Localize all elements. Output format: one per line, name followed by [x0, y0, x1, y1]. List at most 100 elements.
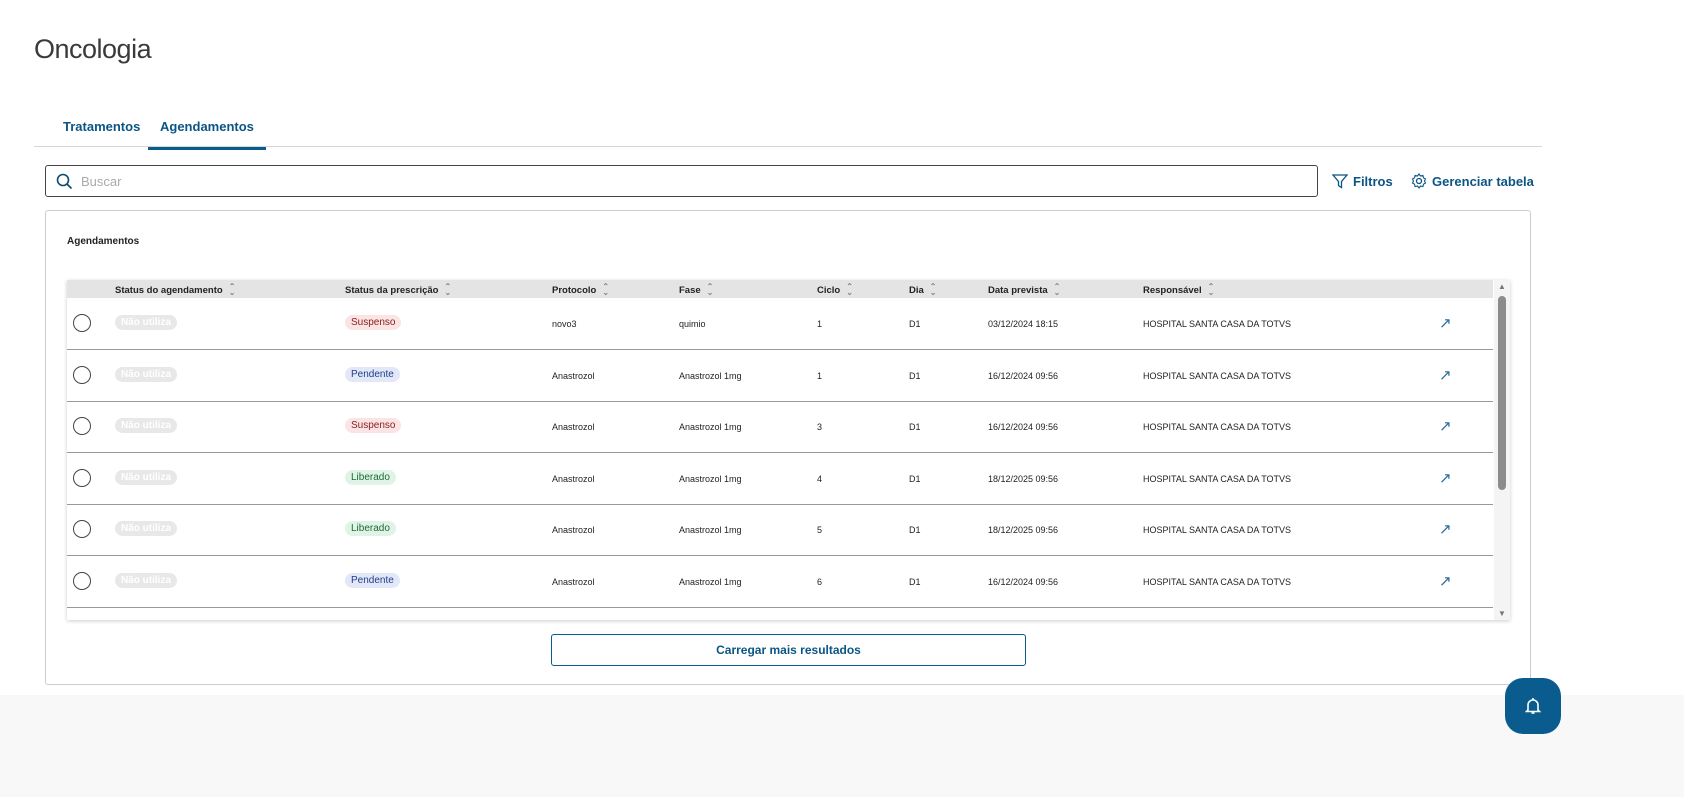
row-radio[interactable] [73, 417, 91, 435]
cell-fase: Anastrozol 1mg [679, 525, 742, 535]
cell-protocolo: Anastrozol [552, 576, 595, 587]
cell-dia: D1 [909, 525, 921, 535]
search-input[interactable] [81, 173, 1216, 189]
cell-responsavel: HOSPITAL SANTA CASA DA TOTVS [1143, 576, 1292, 587]
filters-button[interactable]: Filtros [1332, 173, 1393, 189]
cell-ciclo: 1 [817, 370, 823, 381]
appointment-status-badge: Não utiliza [115, 366, 178, 382]
cell-ciclo: 3 [817, 422, 823, 432]
table-header: Status do agendamento ⌃ ⌄ Status da prescri… [67, 280, 1493, 298]
cell-data: 16/12/2024 09:56 [988, 576, 1059, 587]
cell-responsavel: HOSPITAL SANTA CASA DA TOTVS [1143, 525, 1292, 535]
column-header[interactable]: Status da prescrição ⌃ ⌄ [345, 282, 452, 297]
column-header-label: Responsável [1143, 284, 1202, 296]
search-box [45, 165, 1318, 197]
cell-protocolo: Anastrozol [552, 370, 595, 381]
manage-table-label: Gerenciar tabela [1432, 173, 1534, 189]
cell-dia: D1 [909, 319, 921, 329]
cell-protocolo: Anastrozol [552, 422, 595, 432]
cell-data: 16/12/2024 09:56 [988, 370, 1059, 381]
prescription-status-badge: Suspenso [345, 418, 402, 433]
appointment-status-badge: Não utiliza [115, 418, 178, 433]
cell-data: 16/12/2024 09:56 [988, 422, 1059, 432]
prescription-status-badge: Liberado [345, 469, 396, 485]
prescription-status-badge: Liberado [345, 521, 396, 536]
scrollbar[interactable]: ▲ ▼ [1494, 280, 1510, 620]
column-header[interactable]: Status do agendamento ⌃ ⌄ [115, 282, 236, 297]
tab-agendamentos[interactable]: Agendamentos [148, 119, 266, 150]
cell-data: 18/12/2025 09:56 [988, 525, 1059, 535]
cell-protocolo: Anastrozol [552, 473, 595, 484]
arrow-up-right-icon[interactable]: ↗ [1439, 366, 1452, 384]
page-title: Oncologia [34, 34, 152, 64]
column-header[interactable]: Responsável ⌃ ⌄ [1143, 282, 1215, 297]
cell-fase: quimio [679, 319, 706, 329]
cell-ciclo: 6 [817, 576, 823, 587]
sort-icon[interactable]: ⌃ ⌄ [444, 282, 452, 297]
column-header-label: Ciclo [817, 284, 841, 296]
load-more-button[interactable]: Carregar mais resultados [551, 634, 1026, 666]
cell-dia: D1 [909, 576, 921, 587]
sort-icon[interactable]: ⌃ ⌄ [228, 282, 236, 297]
notifications-button[interactable] [1505, 678, 1561, 734]
appointment-status-badge: Não utiliza [115, 315, 178, 330]
table-row[interactable]: Não utiliza Suspenso novo3 quimio 1 D1 03/12/2… [67, 298, 1493, 350]
arrow-up-right-icon[interactable]: ↗ [1439, 469, 1452, 487]
table-row[interactable]: Não utiliza Pendente Anastrozol Anastrozol … [67, 556, 1493, 608]
sort-icon[interactable]: ⌃ ⌄ [1053, 282, 1061, 297]
column-header[interactable]: Fase ⌃ ⌄ [679, 282, 714, 297]
table-row[interactable]: Não utiliza Liberado Anastrozol Anastrozol … [67, 504, 1493, 556]
prescription-status-badge: Pendente [345, 572, 400, 588]
table-row[interactable]: Não utiliza Suspenso Anastrozol Anastrozol … [67, 401, 1493, 453]
filter-icon [1332, 174, 1348, 189]
card-title: Agendamentos [67, 236, 140, 247]
sort-icon[interactable]: ⌃ ⌄ [929, 282, 937, 297]
cell-protocolo: novo3 [552, 319, 577, 329]
arrow-up-right-icon[interactable]: ↗ [1439, 572, 1452, 590]
table-row[interactable]: Não utiliza Liberado Anastrozol Anastrozol … [67, 453, 1493, 505]
column-header-label: Protocolo [552, 284, 597, 296]
appointments-table: Status do agendamento ⌃ ⌄ Status da prescri… [67, 280, 1510, 620]
row-radio[interactable] [73, 468, 91, 487]
cell-ciclo: 5 [817, 525, 823, 535]
table-row[interactable] [67, 607, 1493, 620]
scroll-down-icon[interactable]: ▼ [1498, 609, 1506, 618]
sort-icon[interactable]: ⌃ ⌄ [846, 282, 853, 297]
appointment-status-badge: Não utiliza [115, 572, 178, 588]
prescription-status-badge: Pendente [345, 366, 400, 382]
column-header[interactable]: Protocolo ⌃ ⌄ [552, 282, 610, 297]
sort-icon[interactable]: ⌃ ⌄ [602, 282, 610, 297]
footer-area [0, 695, 1684, 797]
cell-fase: Anastrozol 1mg [679, 576, 742, 587]
cell-ciclo: 1 [817, 319, 823, 329]
cell-dia: D1 [909, 422, 921, 432]
cell-responsavel: HOSPITAL SANTA CASA DA TOTVS [1143, 473, 1292, 484]
table-row[interactable]: Não utiliza Pendente Anastrozol Anastrozol … [67, 350, 1493, 402]
row-radio[interactable] [73, 520, 91, 538]
arrow-up-right-icon[interactable]: ↗ [1439, 315, 1452, 332]
scrollbar-thumb[interactable] [1498, 296, 1506, 490]
cell-data: 03/12/2024 18:15 [988, 319, 1059, 329]
column-header-label: Data prevista [988, 284, 1048, 296]
sort-icon[interactable]: ⌃ ⌄ [1207, 282, 1215, 297]
arrow-up-right-icon[interactable]: ↗ [1439, 521, 1452, 538]
gear-icon [1411, 173, 1427, 189]
arrow-up-right-icon[interactable]: ↗ [1439, 418, 1452, 435]
cell-fase: Anastrozol 1mg [679, 422, 742, 432]
column-header-label: Dia [909, 284, 924, 296]
column-header[interactable]: Ciclo ⌃ ⌄ [817, 282, 853, 297]
cell-responsavel: HOSPITAL SANTA CASA DA TOTVS [1143, 370, 1292, 381]
filters-label: Filtros [1353, 173, 1393, 189]
scroll-up-icon[interactable]: ▲ [1498, 282, 1506, 291]
column-header-label: Status do agendamento [115, 284, 223, 296]
sort-icon[interactable]: ⌃ ⌄ [706, 282, 714, 297]
row-radio[interactable] [73, 314, 91, 332]
tab-tratamentos[interactable]: Tratamentos [63, 119, 141, 134]
row-radio[interactable] [73, 571, 91, 590]
column-header[interactable]: Data prevista ⌃ ⌄ [988, 282, 1061, 297]
prescription-status-badge: Suspenso [345, 315, 402, 330]
column-header[interactable]: Dia ⌃ ⌄ [909, 282, 937, 297]
cell-fase: Anastrozol 1mg [679, 473, 742, 484]
manage-table-button[interactable]: Gerenciar tabela [1411, 173, 1534, 189]
row-radio[interactable] [73, 365, 91, 384]
